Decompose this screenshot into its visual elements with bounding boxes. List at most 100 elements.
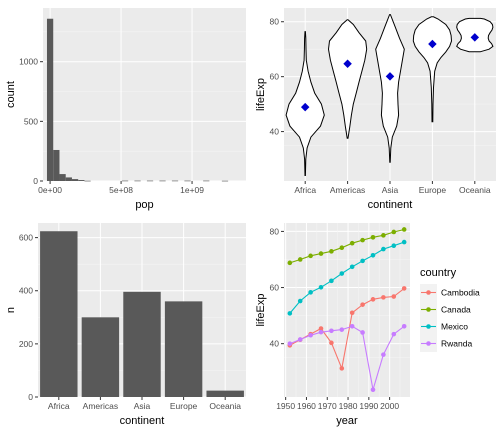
y-tick-label: 200 [19,339,33,349]
data-point [370,252,376,258]
y-tick-label: 60 [270,72,280,82]
data-point [391,331,397,337]
legend-label: Mexico [441,322,468,332]
x-tick-label: 1e+09 [180,185,204,195]
y-tick-label: 40 [270,127,280,137]
x-tick-label: 1970 [318,401,337,411]
histogram-bar [184,180,191,182]
legend-title: country [420,267,457,279]
y-axis-title: lifeExp [255,293,267,326]
legend-label: Cambodia [441,288,480,298]
x-tick-label: 1990 [359,401,378,411]
data-point [308,290,313,295]
x-tick-label: Americas [83,401,118,411]
bar [81,317,120,397]
x-tick-label: 1980 [339,401,358,411]
x-axis-title: year [336,415,358,427]
data-point [287,311,293,316]
histogram-bar [203,180,210,182]
y-tick-label: 1000 [19,57,38,67]
data-point [401,239,407,245]
panel-1-background [43,8,246,181]
data-point [329,328,334,334]
x-tick-label: Oceania [209,401,241,411]
data-point [318,284,324,290]
x-tick-label: Africa [48,401,70,411]
y-tick-label: 60 [270,283,280,293]
histogram-bar [46,18,54,181]
data-point [401,286,407,291]
x-axis-title: pop [135,199,153,211]
data-point [287,341,293,346]
data-point [297,298,303,304]
data-point [349,310,355,316]
data-point [391,229,397,235]
data-point [287,260,293,266]
data-point [381,246,386,252]
data-point [318,329,324,335]
data-point [391,243,397,249]
data-point [318,251,324,256]
mean-point [470,33,480,42]
legend-label: Canada [441,305,471,315]
data-point [339,271,345,276]
y-tick-label: 500 [24,116,38,126]
x-tick-label: 2000 [380,401,399,411]
data-point [370,297,376,302]
violin [327,19,368,139]
data-point [308,332,313,338]
mean-point [385,72,395,81]
histogram-bar [121,180,129,182]
y-tick-label: 80 [270,226,280,236]
data-point [329,340,334,346]
histogram-bar [159,180,166,182]
legend-key-point [426,324,431,329]
histogram-bar [171,180,179,182]
x-tick-label: Africa [294,185,316,195]
bar [40,231,78,397]
data-point [329,278,334,284]
data-point [360,302,365,307]
data-point [297,257,303,262]
histogram-bar [84,180,91,182]
y-tick-label: 0 [33,176,38,186]
data-point [349,323,355,329]
data-point [339,245,345,250]
x-tick-label: Asia [134,401,151,411]
y-tick-label: 0 [28,392,33,402]
data-point [370,387,376,393]
data-point [349,264,355,270]
bar [164,301,203,397]
histogram-bar [65,177,72,181]
histogram-bar [59,174,66,181]
mean-point [428,39,437,49]
data-point [381,352,386,357]
bar [206,390,244,397]
x-tick-label: Asia [382,185,399,195]
histogram-bar [78,180,85,181]
y-tick-label: 400 [19,286,33,296]
histogram-bar [53,149,60,181]
data-point [381,233,386,238]
data-point [391,294,397,299]
legend-label: Rwanda [441,339,472,349]
legend-key-point [426,341,431,346]
y-axis-title: count [5,81,17,108]
violin [412,16,453,123]
data-point [339,327,345,332]
data-point [381,295,386,300]
bar [123,291,161,397]
data-point [360,237,365,243]
data-point [318,326,324,331]
mean-point [300,102,310,112]
data-point [370,235,376,240]
x-tick-label: Europe [419,185,447,195]
legend-key-point [426,290,431,295]
data-point [360,258,365,264]
y-tick-label: 80 [270,17,280,27]
data-point [297,337,303,342]
x-tick-label: 0e+00 [38,185,62,195]
y-tick-label: 600 [19,233,33,243]
y-axis-title: lifeExp [255,78,267,111]
histogram-bar [146,180,154,182]
